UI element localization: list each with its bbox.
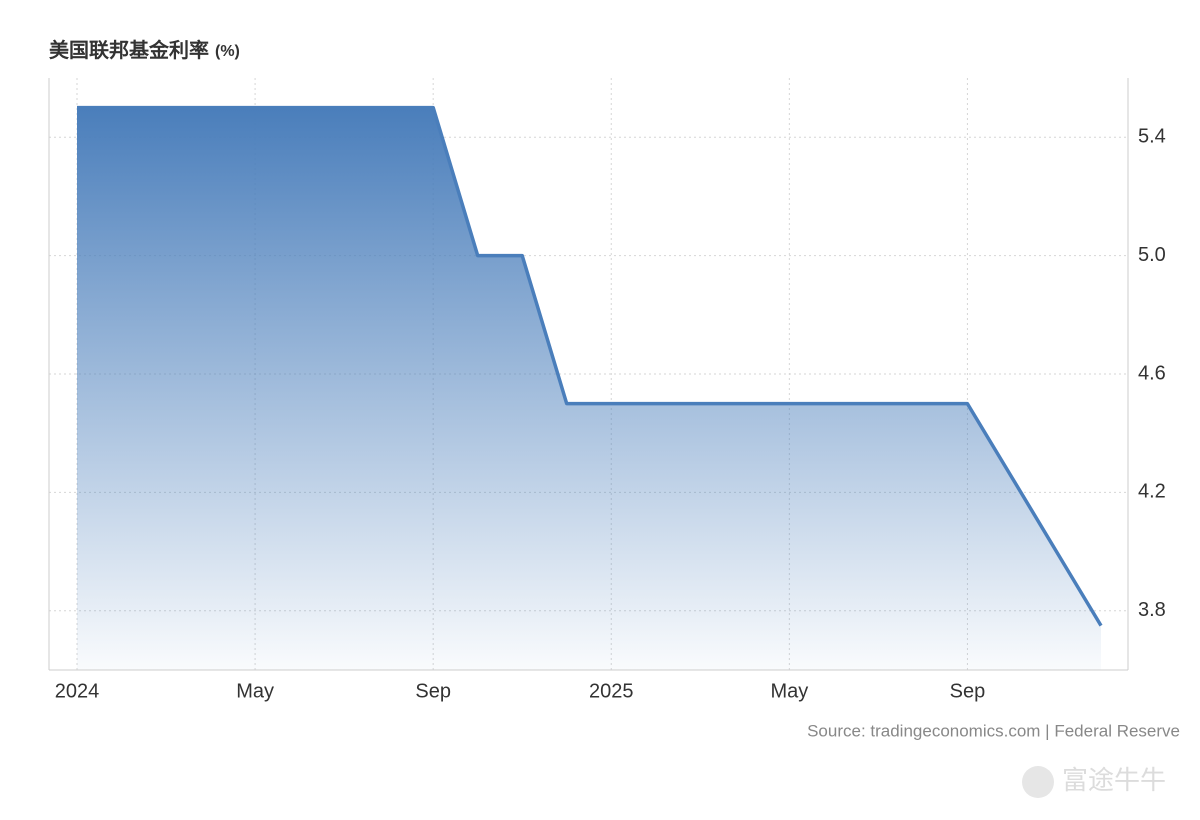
y-tick-label: 4.2 bbox=[1138, 481, 1166, 503]
area bbox=[77, 107, 1101, 671]
x-tick-label: May bbox=[236, 680, 274, 702]
line bbox=[77, 105, 1103, 627]
labels: 3.8 4.2 4.6 5.0 5.4 2024 May Sep 2025 May Sep bbox=[55, 125, 1166, 702]
x-tick-label: Sep bbox=[950, 680, 986, 702]
watermark: 富途牛牛 bbox=[1062, 765, 1166, 795]
plot bbox=[77, 105, 1103, 671]
y-tick-label: 4.6 bbox=[1138, 362, 1166, 384]
watermark-icon bbox=[1022, 766, 1054, 798]
title-unit: (%) bbox=[215, 43, 240, 60]
y-tick-label: 3.8 bbox=[1138, 599, 1166, 621]
x-tick-label: 2025 bbox=[589, 680, 634, 702]
y-tick-label: 5.0 bbox=[1138, 244, 1166, 266]
y-tick-label: 5.4 bbox=[1138, 125, 1166, 147]
source: Source: tradingeconomics.com | Federal R… bbox=[807, 721, 1180, 740]
x-tick-label: Sep bbox=[415, 680, 451, 702]
x-tick-label: 2024 bbox=[55, 680, 100, 702]
x-tick-label: May bbox=[770, 680, 808, 702]
chart-title: 美国联邦基金利率 (%) bbox=[49, 38, 240, 62]
title-text: 美国联邦基金利率 bbox=[49, 38, 209, 62]
